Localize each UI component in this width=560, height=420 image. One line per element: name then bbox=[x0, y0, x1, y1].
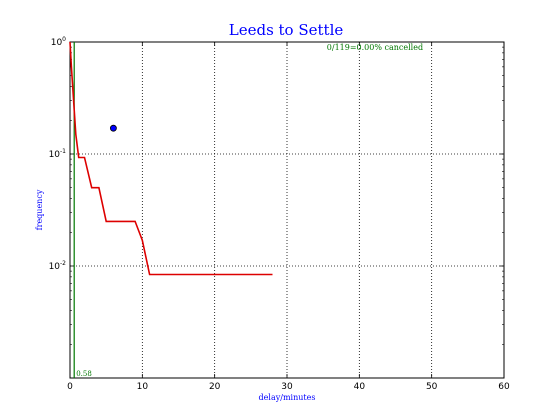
grid-lines bbox=[70, 42, 504, 378]
y-axis-label: frequency bbox=[35, 189, 44, 230]
x-tick-label: 30 bbox=[281, 382, 293, 392]
mean-delay-label: 0.58 bbox=[76, 370, 92, 378]
x-tick-label: 40 bbox=[354, 382, 366, 392]
x-tick-label: 50 bbox=[426, 382, 438, 392]
series-layer: 0.58 bbox=[69, 41, 273, 378]
chart-title: Leeds to Settle bbox=[229, 21, 344, 39]
cancel-rate-marker bbox=[110, 124, 117, 132]
x-axis-label: delay/minutes bbox=[259, 393, 316, 402]
y-tick-label: 10-1 bbox=[49, 148, 67, 160]
x-tick-label: 20 bbox=[209, 382, 221, 392]
x-tick-label: 0 bbox=[67, 382, 73, 392]
y-tick-label: 10-2 bbox=[49, 260, 67, 272]
delay-frequency-line bbox=[69, 41, 273, 276]
x-tick-label: 10 bbox=[137, 382, 149, 392]
y-tick-label: 100 bbox=[51, 36, 66, 48]
cancelled-annotation: 0/119=0.00% cancelled bbox=[327, 43, 423, 52]
axis-ticks: 0 10 20 30 40 50 60 100 10-1 10-2 bbox=[49, 36, 510, 392]
x-tick-label: 60 bbox=[498, 382, 510, 392]
